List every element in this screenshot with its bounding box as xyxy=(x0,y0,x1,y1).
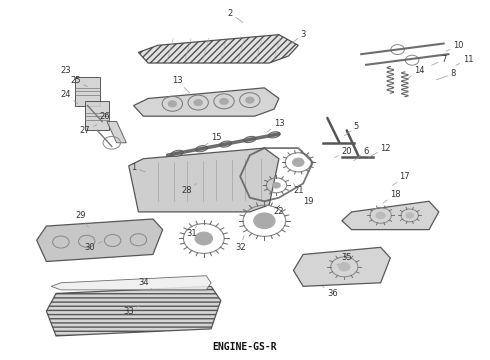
Text: 22: 22 xyxy=(273,204,284,216)
Text: ENGINE-GS-R: ENGINE-GS-R xyxy=(213,342,277,352)
Text: 23: 23 xyxy=(60,66,78,79)
Text: 8: 8 xyxy=(437,69,456,80)
Ellipse shape xyxy=(171,150,183,157)
Circle shape xyxy=(376,212,386,219)
Text: 27: 27 xyxy=(80,125,97,135)
Text: 6: 6 xyxy=(354,147,369,161)
Text: 30: 30 xyxy=(85,242,102,252)
Bar xyxy=(75,77,99,105)
Text: 33: 33 xyxy=(123,305,141,316)
Ellipse shape xyxy=(268,132,280,138)
Text: 35: 35 xyxy=(337,253,352,265)
Text: 19: 19 xyxy=(303,193,313,206)
Text: 10: 10 xyxy=(446,41,464,51)
Text: 13: 13 xyxy=(172,76,190,93)
Text: 31: 31 xyxy=(186,226,197,238)
Ellipse shape xyxy=(196,146,207,152)
Text: 26: 26 xyxy=(99,112,110,124)
Text: 18: 18 xyxy=(383,190,400,203)
Text: 20: 20 xyxy=(335,147,352,158)
Text: 5: 5 xyxy=(344,122,359,136)
Text: 34: 34 xyxy=(138,278,153,290)
Polygon shape xyxy=(294,247,391,286)
Text: 28: 28 xyxy=(182,184,196,195)
Circle shape xyxy=(406,212,414,218)
Bar xyxy=(85,101,109,130)
Text: 2: 2 xyxy=(228,9,243,22)
Circle shape xyxy=(293,158,304,167)
Polygon shape xyxy=(138,35,298,63)
Text: 32: 32 xyxy=(235,236,245,252)
Text: 13: 13 xyxy=(267,119,284,132)
Polygon shape xyxy=(342,201,439,230)
Text: 15: 15 xyxy=(204,133,221,147)
Text: 17: 17 xyxy=(392,172,410,185)
Polygon shape xyxy=(107,122,126,143)
Circle shape xyxy=(220,98,228,104)
Text: 12: 12 xyxy=(368,144,391,157)
Polygon shape xyxy=(37,219,163,261)
Circle shape xyxy=(245,97,254,103)
Text: 14: 14 xyxy=(407,66,425,79)
Text: 11: 11 xyxy=(456,55,473,66)
Polygon shape xyxy=(134,88,279,116)
Circle shape xyxy=(254,213,275,229)
Text: 25: 25 xyxy=(70,76,88,87)
Polygon shape xyxy=(51,276,211,290)
Text: 3: 3 xyxy=(291,30,306,44)
Circle shape xyxy=(168,100,177,107)
Text: 29: 29 xyxy=(75,211,88,227)
Circle shape xyxy=(272,183,280,188)
Ellipse shape xyxy=(220,141,232,147)
Polygon shape xyxy=(47,286,221,336)
Polygon shape xyxy=(129,148,279,212)
Text: 1: 1 xyxy=(131,163,146,172)
Text: 7: 7 xyxy=(432,55,446,66)
Circle shape xyxy=(339,262,350,271)
Circle shape xyxy=(194,99,202,106)
Text: 24: 24 xyxy=(60,90,78,104)
Circle shape xyxy=(195,232,213,245)
Ellipse shape xyxy=(244,136,256,143)
Text: 21: 21 xyxy=(293,184,303,195)
Text: 36: 36 xyxy=(322,286,338,298)
